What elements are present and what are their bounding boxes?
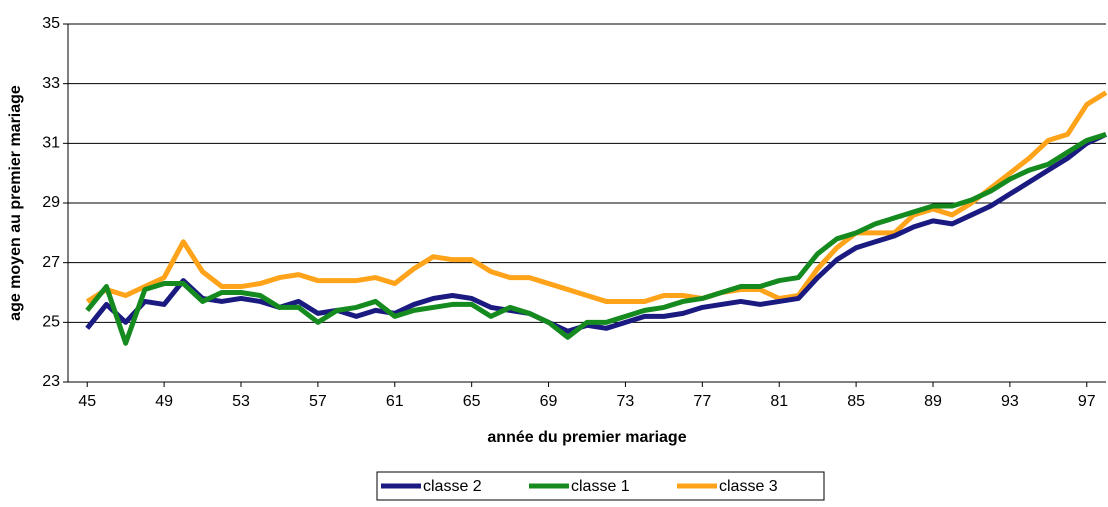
x-tick-label: 69 <box>540 393 558 410</box>
legend-box <box>376 471 825 501</box>
legend-label: classe 1 <box>571 478 630 495</box>
y-tick-label: 29 <box>42 194 60 211</box>
x-tick-label: 65 <box>463 393 481 410</box>
x-tick-label: 85 <box>847 393 865 410</box>
y-tick-label: 25 <box>42 314 60 331</box>
x-tick-label: 89 <box>924 393 942 410</box>
x-tick-label: 77 <box>693 393 711 410</box>
x-tick-label: 45 <box>78 393 96 410</box>
line-series <box>85 131 1107 346</box>
y-tick-label: 27 <box>42 254 60 271</box>
x-tick-label: 61 <box>386 393 404 410</box>
y-tick-label: 33 <box>42 75 60 92</box>
line-series <box>85 132 1108 334</box>
y-tick-label: 31 <box>42 135 60 152</box>
x-tick-label: 53 <box>232 393 250 410</box>
x-tick-label: 81 <box>770 393 788 410</box>
y-tick-label: 35 <box>42 15 60 32</box>
x-axis-label: année du premier mariage <box>487 429 686 446</box>
line-series <box>85 90 1108 304</box>
legend-label: classe 2 <box>423 478 482 495</box>
x-tick-label: 93 <box>1001 393 1019 410</box>
x-tick-label: 97 <box>1078 393 1096 410</box>
x-tick-label: 49 <box>155 393 173 410</box>
x-tick-label: 73 <box>617 393 635 410</box>
y-tick-label: 23 <box>42 373 60 390</box>
y-axis-label: age moyen au premier mariage <box>7 85 24 321</box>
x-tick-label: 57 <box>309 393 327 410</box>
legend-label: classe 3 <box>719 478 778 495</box>
